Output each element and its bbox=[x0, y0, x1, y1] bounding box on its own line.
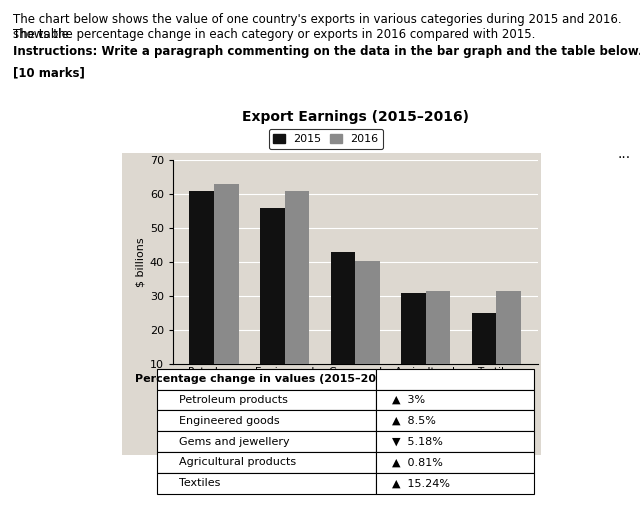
Legend: 2015, 2016: 2015, 2016 bbox=[269, 129, 383, 149]
Bar bbox=[426, 291, 451, 399]
Text: [10 marks]: [10 marks] bbox=[13, 66, 84, 79]
Y-axis label: $ billions: $ billions bbox=[136, 238, 145, 287]
Text: shows the percentage change in each category or exports in 2016 compared with 20: shows the percentage change in each cate… bbox=[13, 28, 535, 41]
Text: The chart below shows the value of one country's exports in various categories d: The chart below shows the value of one c… bbox=[13, 13, 621, 41]
Bar bbox=[497, 291, 521, 399]
Bar bbox=[285, 191, 309, 399]
Title: Export Earnings (2015–2016): Export Earnings (2015–2016) bbox=[242, 111, 468, 125]
Bar bbox=[189, 191, 214, 399]
Bar bbox=[355, 261, 380, 399]
Bar bbox=[260, 208, 285, 399]
Bar bbox=[330, 252, 355, 399]
Text: Instructions: Write a paragraph commenting on the data in the bar graph and the : Instructions: Write a paragraph commenti… bbox=[13, 45, 640, 58]
X-axis label: Product Category: Product Category bbox=[294, 405, 417, 419]
Bar bbox=[472, 313, 497, 399]
Text: ...: ... bbox=[617, 147, 630, 161]
Bar bbox=[401, 293, 426, 399]
Bar bbox=[214, 184, 239, 399]
